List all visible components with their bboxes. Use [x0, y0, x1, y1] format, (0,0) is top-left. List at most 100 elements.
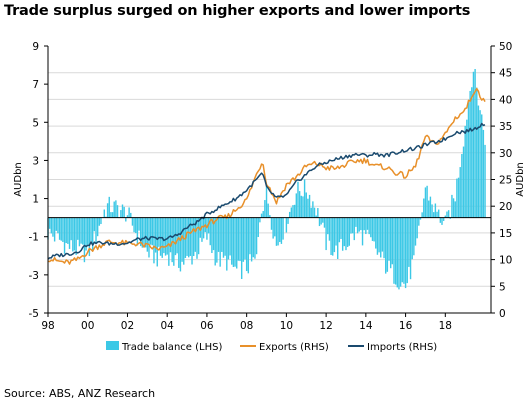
trade-balance-bar: [340, 217, 342, 239]
trade-balance-bar: [186, 217, 188, 256]
y-left-tick-label: -5: [29, 308, 39, 320]
imports-line: [47, 122, 486, 260]
trade-balance-bar: [217, 217, 220, 252]
trade-balance-bar: [449, 217, 451, 219]
trade-balance-bar: [111, 212, 114, 218]
axes: [44, 45, 495, 317]
x-tick-label: 10: [280, 320, 293, 332]
trade-balance-bar: [411, 217, 413, 260]
trade-balance-bar: [146, 217, 149, 252]
trade-balance-bar: [88, 217, 91, 257]
trade-balance-bar: [158, 217, 160, 247]
trade-balance-bar: [249, 217, 251, 255]
trade-balance-bar: [143, 217, 145, 245]
trade-balance-bar: [471, 87, 473, 218]
trade-balance-bar: [191, 217, 193, 265]
trade-balance-bar: [156, 217, 158, 267]
trade-balance-bar: [389, 217, 392, 269]
trade-balance-bar: [338, 217, 341, 243]
trade-balance-bar: [252, 217, 254, 258]
trade-balance-bar: [126, 215, 129, 218]
x-tick-label: 00: [81, 320, 94, 332]
trade-balance-bar: [136, 217, 139, 246]
trade-balance-bar: [267, 203, 269, 218]
trade-balance-bar: [58, 217, 61, 240]
trade-balance-bar: [380, 217, 382, 258]
trade-balance-bar: [189, 217, 192, 256]
trade-balance-bar: [224, 217, 226, 256]
trade-balance-bar: [446, 211, 448, 218]
trade-balance-bar: [332, 217, 334, 256]
trade-balance-bar: [85, 217, 87, 251]
trade-balance-bar: [345, 217, 347, 251]
trade-balance-bar: [206, 217, 208, 240]
trade-balance-bar: [83, 217, 86, 263]
trade-balance-bar: [282, 217, 284, 240]
trade-balance-bar: [57, 217, 59, 234]
trade-balance-bar: [202, 217, 205, 239]
trade-balance-bar: [260, 213, 263, 218]
trade-balance-bar: [403, 217, 405, 284]
y-left-tick-label: -3: [29, 270, 39, 282]
trade-balance-bar: [305, 192, 307, 218]
trade-balance-bar: [48, 217, 51, 229]
trade-balance-bar: [358, 217, 360, 232]
trade-balance-bar: [77, 217, 79, 240]
trade-balance-bar: [416, 217, 418, 239]
x-tick-label: 02: [121, 320, 134, 332]
trade-balance-bar: [355, 217, 357, 227]
trade-balance-bar: [168, 217, 170, 266]
trade-balance-bar: [469, 90, 471, 218]
trade-balance-bar: [197, 217, 200, 255]
trade-balance-bar: [73, 217, 76, 251]
x-tick-label: 16: [399, 320, 413, 332]
trade-balance-bar: [214, 217, 216, 266]
y-right-tick-label: 5: [499, 281, 506, 293]
y-left-tick-label: 1: [32, 194, 39, 206]
y-left-tick-label: 9: [32, 41, 39, 53]
trade-balance-bar: [121, 204, 124, 218]
trade-balance-bar: [295, 193, 298, 218]
trade-balance-bar: [333, 217, 336, 253]
trade-balance-bar: [181, 217, 183, 262]
trade-balance-bar: [366, 217, 369, 230]
trade-balance-bar: [140, 217, 142, 247]
trade-balance-bar: [406, 217, 408, 284]
trade-balance-bar: [370, 217, 372, 238]
trade-balance-bar: [221, 217, 223, 252]
trade-balance-bar: [408, 217, 410, 267]
trade-balance-bar: [199, 217, 202, 238]
trade-balance-bar: [52, 217, 54, 237]
trade-balance-bar: [337, 217, 339, 259]
y-left-tick-label: -1: [29, 232, 39, 244]
trade-balance-bar: [322, 217, 324, 223]
trade-balance-bar: [348, 217, 350, 246]
trade-balance-bar: [428, 200, 430, 218]
trade-balance-bar: [341, 217, 344, 251]
trade-balance-bar: [108, 196, 110, 218]
trade-balance-bar: [293, 204, 296, 218]
trade-balance-bar: [192, 217, 195, 257]
trade-balance-bar: [365, 217, 367, 235]
trade-balance-bar: [227, 217, 230, 260]
trade-balance-bar: [130, 212, 132, 218]
trade-balance-bar: [439, 217, 442, 223]
trade-balance-bar: [423, 198, 425, 218]
trade-balance-bar: [474, 69, 476, 218]
trade-balance-bar: [91, 217, 94, 251]
trade-balance-bar: [171, 217, 173, 263]
trade-balance-bar: [96, 217, 99, 237]
trade-balance-bar: [409, 217, 412, 280]
trade-balance-bar: [216, 217, 218, 263]
trade-balance-bar: [178, 217, 180, 268]
trade-balance-bar: [149, 217, 152, 245]
trade-balance-bar: [346, 217, 349, 247]
trade-balance-bar: [125, 217, 127, 222]
trade-balance-bar: [356, 217, 359, 234]
chart-source: Source: ABS, ANZ Research: [4, 387, 156, 400]
y-left-tick-label: 5: [32, 117, 39, 129]
trade-balance-bar: [303, 179, 306, 218]
trade-balance-bar: [201, 217, 203, 242]
trade-balance-bar: [383, 217, 385, 259]
